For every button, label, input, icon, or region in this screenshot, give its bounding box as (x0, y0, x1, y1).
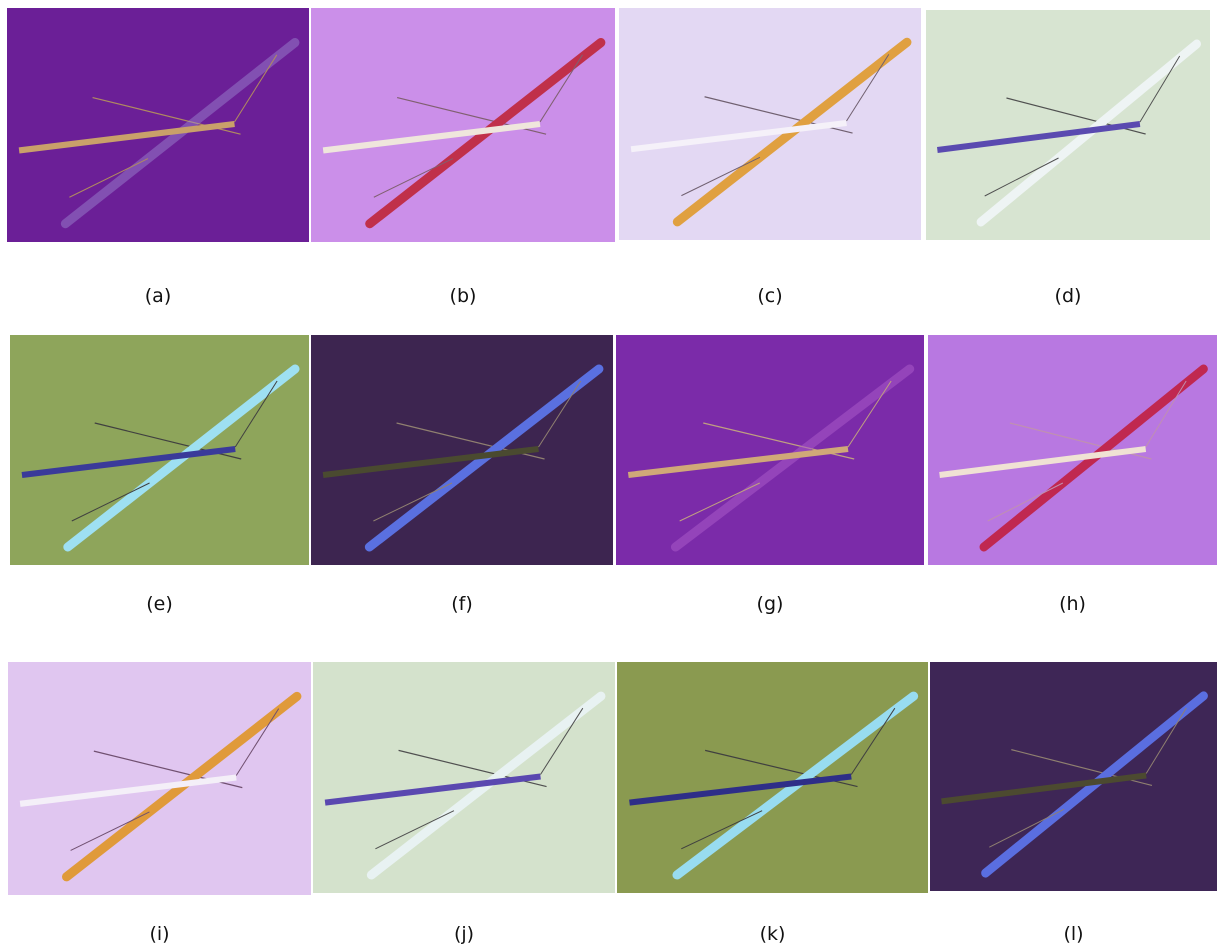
background (926, 10, 1210, 240)
panel-label: (d) (1008, 285, 1128, 307)
background (10, 335, 309, 565)
panel-label: (k) (713, 923, 833, 945)
micrograph (619, 8, 921, 240)
panel-label: (f) (402, 593, 522, 615)
micrograph (10, 335, 309, 565)
panel-label: (j) (404, 923, 524, 945)
panel-label: (g) (710, 593, 830, 615)
background (7, 8, 309, 242)
background (311, 335, 613, 565)
panel-label: (c) (710, 285, 830, 307)
micrograph (928, 335, 1217, 565)
background (617, 662, 928, 893)
micrograph (617, 662, 928, 893)
micrograph (313, 662, 615, 893)
micrograph (616, 335, 924, 565)
panel-label: (b) (403, 285, 523, 307)
background (619, 8, 921, 240)
background (313, 662, 615, 893)
micrograph (311, 8, 615, 242)
micrograph (930, 662, 1217, 891)
background (928, 335, 1217, 565)
panel-label: (a) (98, 285, 218, 307)
background (930, 662, 1217, 891)
background (311, 8, 615, 242)
figure: (a) (b) (c) (d) (e) (f) (g) (h) (i) (j) (k) (l) (0, 0, 1218, 951)
micrograph (7, 8, 309, 242)
panel-label: (i) (100, 923, 220, 945)
panel-label: (l) (1014, 923, 1134, 945)
background (616, 335, 924, 565)
micrograph (8, 662, 311, 895)
background (8, 662, 311, 895)
panel-label: (e) (100, 593, 220, 615)
panel-label: (h) (1013, 593, 1133, 615)
micrograph (926, 10, 1210, 240)
micrograph (311, 335, 613, 565)
